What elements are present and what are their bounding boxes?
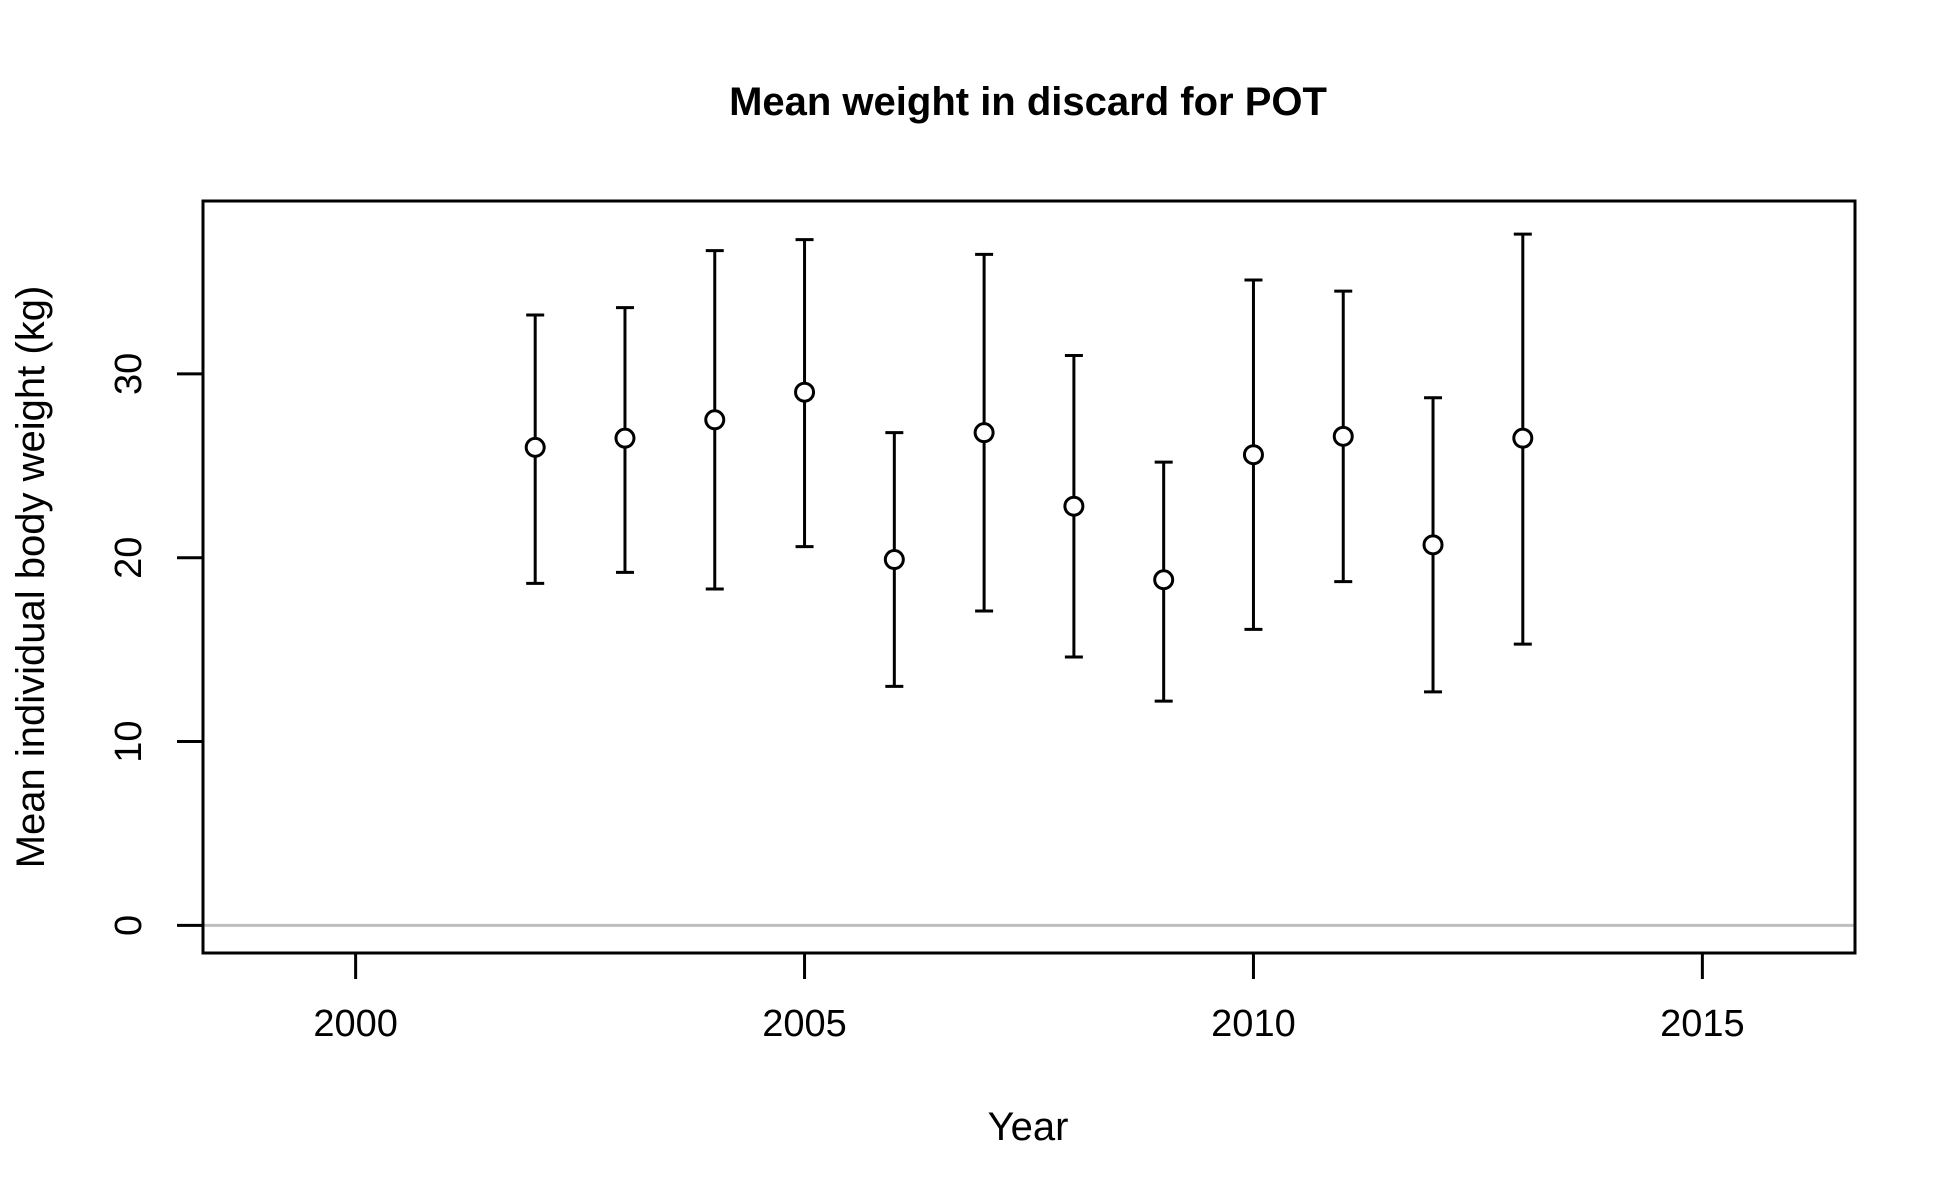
x-tick-label: 2015: [1660, 1003, 1745, 1045]
x-tick-label: 2000: [313, 1003, 398, 1045]
data-point-group: [1332, 289, 1354, 584]
data-point-group: [1422, 396, 1444, 694]
plot-area: [203, 232, 1855, 927]
data-point-group: [794, 238, 816, 549]
y-axis: 0 10 20 30: [108, 353, 205, 936]
data-point: [704, 409, 726, 431]
data-point: [1153, 569, 1175, 591]
x-axis-label: Year: [988, 1105, 1069, 1149]
data-point-group: [524, 313, 546, 585]
data-point: [1242, 444, 1264, 466]
data-point-group: [1153, 460, 1175, 703]
y-tick-label: 20: [108, 537, 150, 579]
data-point-group: [973, 252, 995, 613]
y-tick-label: 30: [108, 353, 150, 395]
data-point-group: [1242, 278, 1264, 631]
data-point-group: [883, 431, 905, 688]
data-point: [883, 549, 905, 571]
data-point: [524, 436, 546, 458]
data-point: [794, 381, 816, 403]
data-point-group: [614, 306, 636, 574]
data-point: [1512, 427, 1534, 449]
x-tick-label: 2005: [762, 1003, 847, 1045]
x-tick-label: 2010: [1211, 1003, 1296, 1045]
y-tick-label: 10: [108, 720, 150, 762]
data-point: [1422, 534, 1444, 556]
data-point: [1332, 425, 1354, 447]
data-point-group: [1063, 353, 1085, 659]
data-point-group: [1512, 232, 1534, 646]
x-axis: 2000 2005 2010 2015: [313, 951, 1745, 1045]
data-point-group: [704, 249, 726, 591]
chart-title: Mean weight in discard for POT: [729, 80, 1327, 124]
data-point: [614, 427, 636, 449]
data-point: [1063, 495, 1085, 517]
y-axis-label: Mean individual body weight (kg): [9, 286, 53, 869]
data-point: [973, 422, 995, 444]
y-tick-label: 0: [108, 915, 150, 936]
